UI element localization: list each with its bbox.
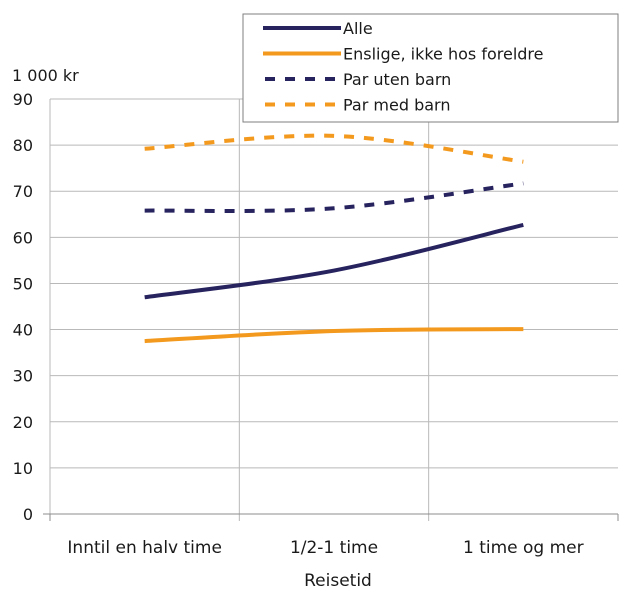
y-tick-label: 50 xyxy=(13,274,33,293)
series-line-alle xyxy=(145,225,524,297)
legend-label: Par uten barn xyxy=(343,70,451,89)
y-tick-label: 30 xyxy=(13,367,33,386)
gridlines xyxy=(50,99,618,521)
x-tick-label: 1 time og mer xyxy=(463,538,584,558)
series-lines xyxy=(145,136,524,341)
legend-label: Alle xyxy=(343,19,373,38)
legend-label: Par med barn xyxy=(343,96,450,115)
y-tick-label: 0 xyxy=(23,505,33,524)
y-tick-label: 20 xyxy=(13,413,33,432)
series-line-par-med-barn xyxy=(145,136,524,162)
axes: 0 10 20 30 40 50 60 70 80 90 Inntil en halv time 1/… xyxy=(13,90,618,558)
series-line-enslige-ikke-hos-foreldre xyxy=(145,329,524,341)
x-tick-label: Inntil en halv time xyxy=(67,538,222,558)
y-tick-label: 80 xyxy=(13,136,33,155)
x-axis-title: Reisetid xyxy=(304,571,372,590)
y-tick-label: 90 xyxy=(13,90,33,109)
legend-label: Enslige, ikke hos foreldre xyxy=(343,45,544,64)
y-tick-label: 40 xyxy=(13,321,33,340)
x-tick-label: 1/2-1 time xyxy=(290,538,378,558)
y-tick-label: 60 xyxy=(13,228,33,247)
y-axis-unit-label: 1 000 kr xyxy=(12,66,79,85)
y-tick-label: 10 xyxy=(13,459,33,478)
series-line-par-uten-barn xyxy=(145,183,524,211)
legend: Alle Enslige, ikke hos foreldre Par uten b… xyxy=(243,14,618,122)
y-tick-label: 70 xyxy=(13,182,33,201)
